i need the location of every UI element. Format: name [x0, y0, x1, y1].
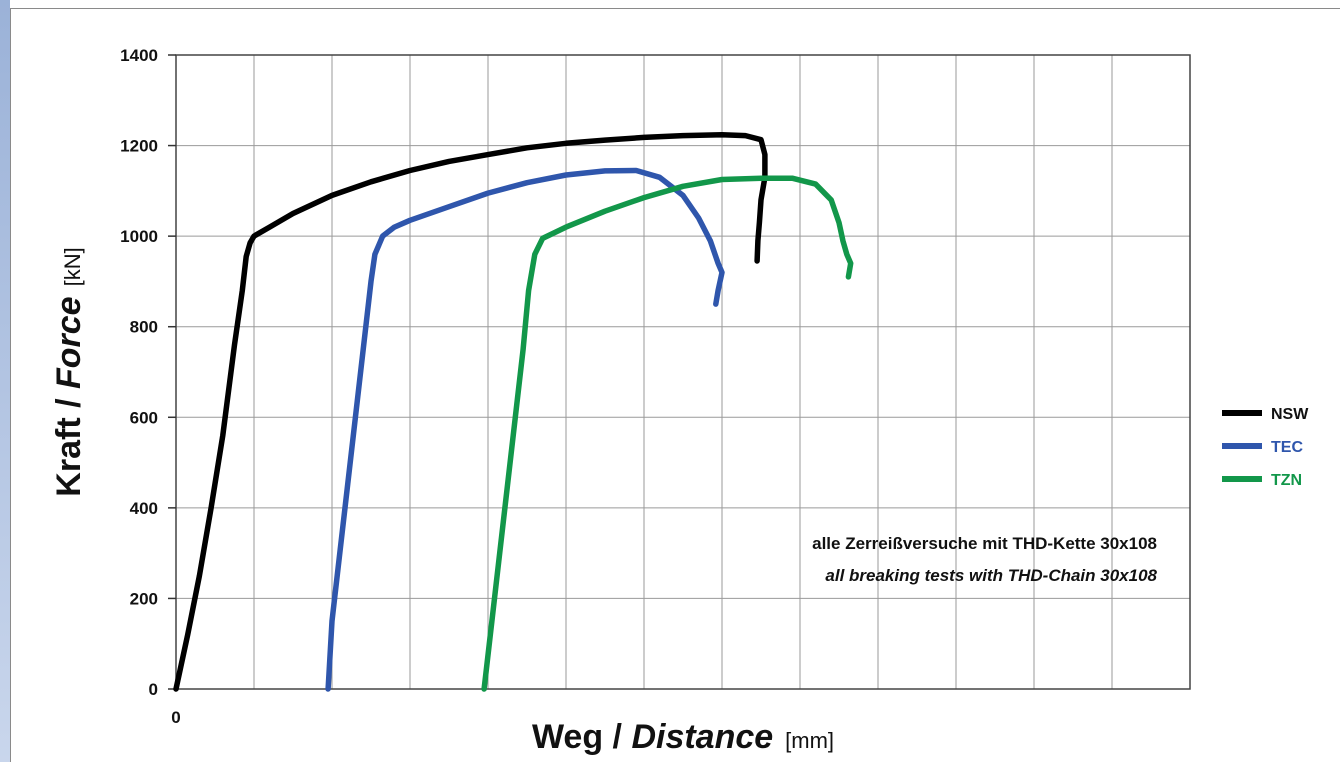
annotation-english: all breaking tests with THD-Chain 30x108 [825, 566, 1157, 585]
y-tick-label: 800 [130, 318, 158, 337]
y-tick-label: 1000 [120, 227, 158, 246]
y-tick-label: 0 [149, 680, 158, 699]
x-axis-title-main: Weg / [532, 718, 632, 756]
decorative-left-strip [0, 0, 10, 762]
y-axis-unit: [kN] [60, 247, 85, 286]
y-tick-label: 1200 [120, 137, 158, 156]
top-border [10, 8, 1340, 9]
y-tick-label: 600 [130, 408, 158, 427]
legend: NSW TEC TZN [1222, 406, 1309, 489]
x-axis-unit: [mm] [785, 728, 834, 753]
y-tick-label: 400 [130, 499, 158, 518]
legend-label-tec: TEC [1271, 439, 1303, 456]
series-line-tec [325, 167, 725, 692]
x-tick-label: 0 [171, 708, 180, 727]
series-line-tzn [481, 175, 854, 692]
grid-lines [176, 55, 1190, 689]
series-lines [173, 131, 854, 692]
x-axis-title: Weg / Distance [mm] [532, 718, 834, 756]
y-axis-title: Kraft / Force [kN] [50, 247, 88, 496]
y-axis-title-main: Kraft / [50, 389, 88, 497]
y-tick-label: 200 [130, 589, 158, 608]
plot-frame [175, 54, 1191, 690]
y-tick-labels: 0 200 400 600 800 1000 1200 1400 [120, 46, 176, 699]
series-line-nsw [173, 131, 768, 692]
left-border [10, 8, 11, 762]
y-axis-title-italic: Force [50, 296, 88, 389]
legend-label-nsw: NSW [1271, 406, 1309, 423]
legend-label-tzn: TZN [1271, 472, 1302, 489]
y-tick-label: 1400 [120, 46, 158, 65]
x-tick-labels: 0 [171, 708, 180, 727]
annotation-german: alle Zerreißversuche mit THD-Kette 30x10… [812, 534, 1157, 553]
x-axis-title-italic: Distance [631, 718, 773, 756]
